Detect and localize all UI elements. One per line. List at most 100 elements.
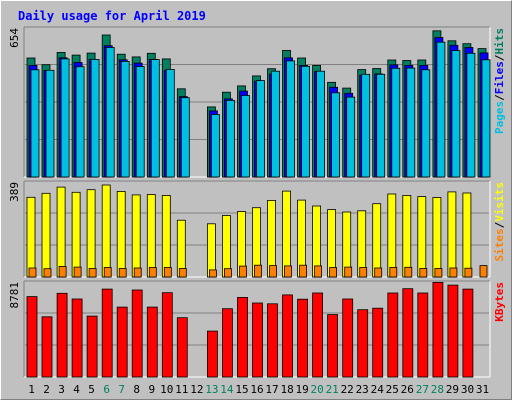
x-tick-label-day-5: 5 — [88, 383, 95, 396]
bar-kbytes-day-3 — [56, 292, 68, 378]
bar-pages-day-15 — [241, 95, 250, 178]
bar-kbytes-day-11 — [176, 317, 188, 378]
bar-sites-day-11 — [178, 268, 187, 278]
bar-kbytes-day-30 — [462, 288, 474, 378]
x-tick-label-day-25: 25 — [386, 383, 399, 396]
bar-visits-day-3 — [56, 186, 66, 278]
bar-kbytes-day-27 — [417, 292, 429, 378]
bar-pages-day-27 — [421, 69, 431, 178]
panel-legend: Sites/Visits — [493, 182, 506, 262]
bar-pages-day-5 — [90, 59, 100, 178]
panel-legend: Pages/Files/Hits — [493, 28, 506, 134]
bar-pages-day-30 — [466, 52, 476, 178]
x-tick-label-day-22: 22 — [341, 383, 354, 396]
bar-visits-day-24 — [372, 203, 382, 278]
x-tick-label-day-10: 10 — [160, 383, 173, 396]
bar-pages-day-21 — [331, 92, 341, 178]
legend-part: Hits — [493, 28, 506, 55]
x-tick-label-day-12: 12 — [190, 383, 203, 396]
bar-sites-day-19 — [299, 264, 308, 278]
bar-kbytes-day-16 — [252, 302, 263, 378]
legend-part: Visits — [493, 182, 506, 222]
bar-pages-day-28 — [436, 41, 446, 178]
bar-visits-day-4 — [71, 191, 81, 278]
legend-part: Pages — [493, 101, 506, 134]
bar-sites-day-10 — [163, 267, 172, 278]
bar-kbytes-day-2 — [41, 316, 53, 378]
bar-kbytes-day-10 — [161, 292, 173, 378]
chart-title: Daily usage for April 2019 — [18, 9, 206, 23]
bar-visits-day-28 — [432, 197, 442, 278]
bar-pages-day-14 — [225, 100, 235, 178]
x-tick-label-day-11: 11 — [175, 383, 188, 396]
bar-sites-day-25 — [389, 267, 398, 278]
bar-sites-day-9 — [148, 267, 157, 278]
bar-sites-day-5 — [88, 268, 97, 278]
x-tick-label-day-8: 8 — [133, 383, 140, 396]
bar-visits-day-27 — [417, 196, 427, 278]
legend-part: / — [493, 94, 506, 101]
bar-pages-day-7 — [120, 61, 130, 178]
x-tick-label-day-24: 24 — [371, 383, 385, 396]
bar-sites-day-22 — [344, 266, 353, 278]
legend-part: KBytes — [493, 282, 506, 322]
x-tick-label-day-28: 28 — [431, 383, 444, 396]
bar-pages-day-26 — [406, 67, 416, 178]
bar-pages-day-8 — [135, 66, 145, 178]
x-tick-label-day-13: 13 — [205, 383, 218, 396]
bar-pages-day-17 — [271, 70, 280, 178]
bar-visits-day-18 — [282, 190, 291, 278]
bar-sites-day-13 — [208, 269, 217, 278]
x-tick-label-day-19: 19 — [295, 383, 308, 396]
bar-pages-day-20 — [316, 70, 326, 178]
bar-sites-day-29 — [449, 267, 458, 278]
y-max-label: 8781 — [8, 282, 21, 309]
bar-kbytes-day-15 — [237, 296, 248, 378]
bar-sites-day-4 — [73, 266, 82, 278]
x-tick-label-day-14: 14 — [220, 383, 234, 396]
bar-visits-day-8 — [131, 194, 141, 278]
bar-pages-day-11 — [180, 97, 190, 178]
bar-kbytes-day-23 — [357, 309, 369, 378]
bar-kbytes-day-25 — [387, 292, 399, 378]
bar-sites-day-31 — [479, 265, 488, 278]
x-tick-label-day-7: 7 — [118, 383, 125, 396]
bar-visits-day-2 — [41, 192, 51, 278]
bar-sites-day-28 — [434, 268, 443, 278]
bar-kbytes-day-28 — [432, 281, 444, 378]
bar-kbytes-day-20 — [312, 292, 324, 378]
bar-kbytes-day-13 — [206, 330, 218, 378]
x-tick-label-day-18: 18 — [280, 383, 293, 396]
bar-sites-day-17 — [269, 265, 277, 278]
x-tick-label-day-3: 3 — [58, 383, 65, 396]
x-tick-label-day-16: 16 — [250, 383, 263, 396]
x-tick-label-day-26: 26 — [401, 383, 414, 396]
bar-pages-day-10 — [165, 69, 175, 178]
x-tick-label-day-23: 23 — [356, 383, 369, 396]
bar-pages-day-19 — [301, 65, 311, 178]
bar-visits-day-6 — [101, 184, 111, 278]
bar-pages-day-29 — [451, 50, 461, 178]
bar-visits-day-9 — [146, 194, 156, 278]
legend-part: Files — [493, 61, 506, 94]
bar-kbytes-day-19 — [297, 298, 309, 378]
panel-legend: KBytes — [493, 282, 506, 322]
x-tick-label-day-21: 21 — [326, 383, 339, 396]
bar-kbytes-day-5 — [86, 315, 98, 378]
legend-part: / — [493, 221, 506, 228]
bar-sites-day-6 — [103, 267, 112, 278]
bar-sites-day-15 — [239, 265, 247, 278]
bar-kbytes-day-24 — [372, 307, 384, 378]
x-tick-label-day-1: 1 — [28, 383, 35, 396]
panel-visits-sites: 389 Sites/Visits — [8, 180, 506, 278]
bar-sites-day-24 — [374, 267, 383, 278]
y-max-label: 389 — [8, 182, 21, 202]
bar-pages-day-23 — [361, 73, 371, 178]
x-tick-label-day-20: 20 — [310, 383, 323, 396]
bar-sites-day-8 — [133, 267, 142, 278]
bar-visits-day-23 — [357, 210, 367, 278]
bar-visits-day-25 — [387, 193, 397, 278]
bar-sites-day-18 — [284, 265, 292, 278]
x-tick-label-day-2: 2 — [43, 383, 50, 396]
